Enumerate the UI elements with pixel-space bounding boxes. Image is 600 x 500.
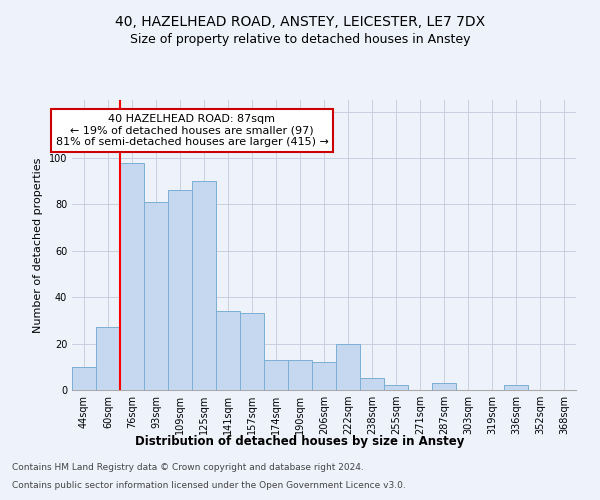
Bar	[384, 386, 408, 390]
Bar	[312, 362, 336, 390]
Bar	[144, 202, 168, 390]
Y-axis label: Number of detached properties: Number of detached properties	[33, 158, 43, 332]
Text: Distribution of detached houses by size in Anstey: Distribution of detached houses by size …	[136, 435, 464, 448]
Bar	[288, 360, 312, 390]
Bar	[240, 314, 264, 390]
Text: 40, HAZELHEAD ROAD, ANSTEY, LEICESTER, LE7 7DX: 40, HAZELHEAD ROAD, ANSTEY, LEICESTER, L…	[115, 15, 485, 29]
Bar	[360, 378, 384, 390]
Bar	[72, 367, 96, 390]
Bar	[168, 190, 192, 390]
Bar	[96, 328, 120, 390]
Bar	[336, 344, 360, 390]
Bar	[432, 383, 456, 390]
Text: Contains public sector information licensed under the Open Government Licence v3: Contains public sector information licen…	[12, 481, 406, 490]
Text: Contains HM Land Registry data © Crown copyright and database right 2024.: Contains HM Land Registry data © Crown c…	[12, 464, 364, 472]
Bar	[216, 311, 240, 390]
Bar	[120, 162, 144, 390]
Bar	[192, 181, 216, 390]
Bar	[504, 386, 528, 390]
Bar	[264, 360, 288, 390]
Text: 40 HAZELHEAD ROAD: 87sqm
← 19% of detached houses are smaller (97)
81% of semi-d: 40 HAZELHEAD ROAD: 87sqm ← 19% of detach…	[56, 114, 328, 147]
Text: Size of property relative to detached houses in Anstey: Size of property relative to detached ho…	[130, 32, 470, 46]
